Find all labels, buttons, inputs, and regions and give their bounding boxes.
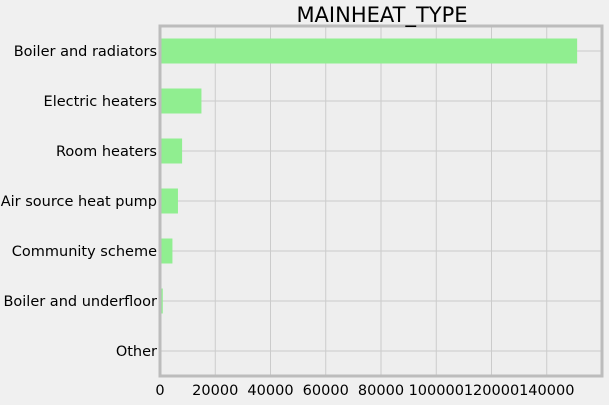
bar — [160, 38, 578, 64]
x-tick-label: 80000 — [358, 383, 404, 399]
x-tick-label: 100000 — [409, 383, 464, 399]
plot-frame — [158, 24, 604, 378]
x-tick-labels: 0 20000 40000 60000 80000 100000 120000 140000 — [155, 383, 574, 399]
y-tick-label: Other — [116, 344, 157, 360]
bars — [160, 38, 578, 364]
grid-lines — [159, 26, 602, 376]
x-tick-label: 60000 — [303, 383, 349, 399]
x-tick-label: 120000 — [464, 383, 519, 399]
y-tick-label: Room heaters — [56, 144, 157, 160]
bar — [160, 188, 178, 214]
chart-title: MAINHEAT_TYPE — [296, 3, 467, 28]
bar — [160, 88, 202, 114]
y-tick-label: Community scheme — [12, 244, 157, 260]
y-tick-label: Electric heaters — [44, 94, 157, 110]
bar — [160, 238, 173, 264]
x-tick-label: 140000 — [519, 383, 574, 399]
y-tick-label: Air source heat pump — [1, 194, 157, 210]
y-tick-label: Boiler and radiators — [14, 44, 157, 60]
x-tick-label: 20000 — [192, 383, 238, 399]
x-tick-label: 40000 — [247, 383, 293, 399]
y-tick-labels: Boiler and radiators Electric heaters Room… — [1, 44, 157, 360]
y-tick-label: Boiler and underfloor — [3, 294, 157, 310]
bar — [160, 138, 183, 164]
x-tick-label: 0 — [155, 383, 164, 399]
